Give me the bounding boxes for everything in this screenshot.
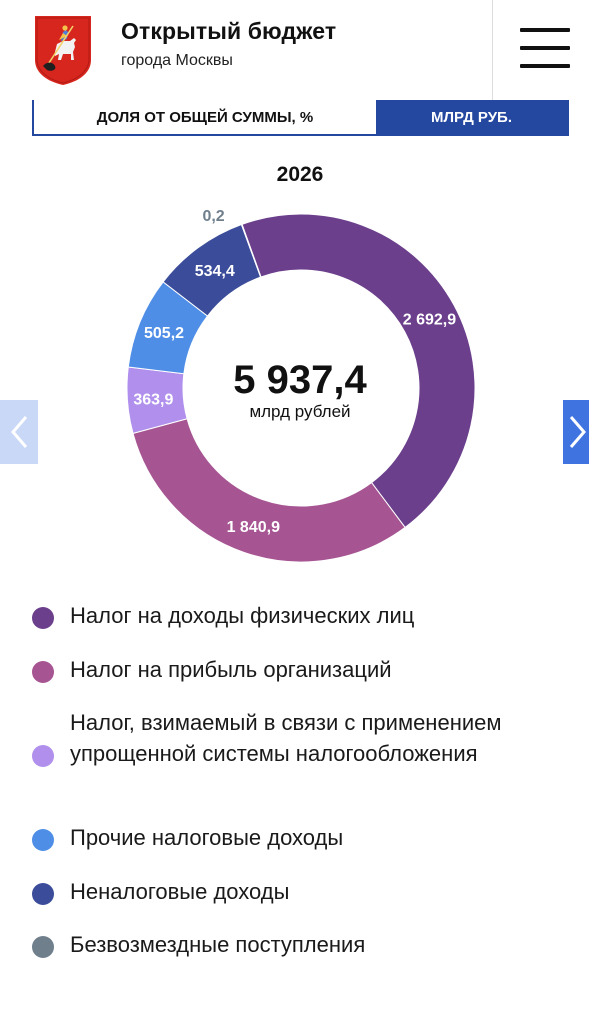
toggle-share-percent[interactable]: ДОЛЯ ОТ ОБЩЕЙ СУММЫ, % xyxy=(34,100,376,134)
year-label: 2026 xyxy=(276,163,324,186)
legend-label: Прочие налоговые доходы xyxy=(70,825,344,850)
donut-slice[interactable] xyxy=(240,223,262,278)
donut-slice[interactable] xyxy=(132,418,406,563)
chevron-right-icon xyxy=(569,416,586,448)
slice-value-label: 1 840,9 xyxy=(227,519,280,536)
legend-label: Налог на прибыль организаций xyxy=(70,657,392,682)
legend-swatch xyxy=(32,883,54,905)
slice-value-label: 363,9 xyxy=(133,392,173,409)
legend-label: Налог, взимаемый в связи с применением у… xyxy=(70,710,502,766)
chart-total-value: 5 937,4 xyxy=(233,358,367,402)
hamburger-menu-icon[interactable] xyxy=(520,26,572,70)
legend-label: Налог на доходы физических лиц xyxy=(70,603,415,628)
header-divider xyxy=(492,0,493,100)
donut-slice[interactable] xyxy=(240,213,476,529)
revenue-donut-chart: 2 692,9 1 840,9 363,9 505,2 534,4 0,2 5 937,4… xyxy=(126,208,476,563)
next-year-button[interactable] xyxy=(563,400,589,464)
toggle-absolute-billions[interactable]: МЛРД РУБ. xyxy=(376,100,567,134)
legend-swatch xyxy=(32,745,54,767)
chart-total-unit: млрд рублей xyxy=(249,402,350,421)
header: Открытый бюджет города Москвы xyxy=(0,0,589,100)
legend-swatch xyxy=(32,936,54,958)
app-title: Открытый бюджет xyxy=(121,18,337,44)
slice-value-label: 2 692,9 xyxy=(403,312,456,329)
unit-toggle: ДОЛЯ ОТ ОБЩЕЙ СУММЫ, % МЛРД РУБ. xyxy=(32,100,569,136)
prev-year-button[interactable] xyxy=(0,400,38,464)
app-subtitle: города Москвы xyxy=(121,52,233,69)
legend-label: Безвозмездные поступления xyxy=(70,932,366,957)
slice-value-label: 534,4 xyxy=(195,263,235,280)
slice-value-label: 0,2 xyxy=(202,208,224,225)
legend-swatch xyxy=(32,661,54,683)
legend-swatch xyxy=(32,607,54,629)
moscow-coat-of-arms-logo[interactable] xyxy=(33,14,93,86)
chevron-left-icon xyxy=(11,416,28,448)
legend-swatch xyxy=(32,829,54,851)
slice-value-label: 505,2 xyxy=(144,325,184,342)
legend-label: Неналоговые доходы xyxy=(70,879,290,904)
